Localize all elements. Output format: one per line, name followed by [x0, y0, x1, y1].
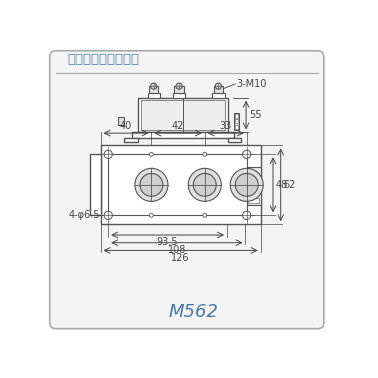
Circle shape	[140, 174, 163, 196]
Bar	[173, 93, 185, 98]
Circle shape	[193, 174, 216, 196]
Bar	[101, 146, 261, 224]
Bar	[212, 93, 225, 98]
Text: 模块外型图、安装图: 模块外型图、安装图	[67, 53, 139, 66]
Bar	[248, 198, 259, 203]
FancyBboxPatch shape	[50, 51, 324, 329]
Bar	[248, 175, 259, 180]
Bar	[141, 100, 225, 130]
Bar	[118, 117, 124, 125]
Bar	[90, 154, 101, 215]
Bar	[147, 93, 160, 98]
Text: 93.5: 93.5	[157, 237, 178, 247]
Text: 42: 42	[172, 121, 184, 131]
Bar	[234, 125, 239, 129]
Bar	[228, 138, 242, 142]
Circle shape	[243, 150, 251, 158]
Bar	[124, 138, 138, 142]
Text: 33: 33	[220, 121, 232, 131]
Text: 55: 55	[249, 110, 262, 120]
Circle shape	[149, 214, 153, 217]
Text: 3-M10: 3-M10	[236, 79, 266, 89]
Circle shape	[235, 174, 258, 196]
Text: 48: 48	[275, 180, 288, 190]
Circle shape	[230, 168, 263, 201]
Bar	[214, 86, 223, 93]
Text: 126: 126	[171, 253, 190, 263]
Circle shape	[150, 83, 157, 89]
Bar	[234, 119, 239, 123]
Bar	[247, 167, 261, 205]
Text: 40: 40	[120, 121, 132, 131]
Bar	[108, 154, 247, 215]
Circle shape	[215, 83, 222, 89]
Circle shape	[104, 150, 112, 158]
Text: 62: 62	[283, 180, 295, 190]
Circle shape	[176, 83, 182, 89]
Text: M562: M562	[169, 303, 219, 321]
Bar	[248, 190, 259, 195]
Bar	[234, 113, 239, 130]
Circle shape	[243, 211, 251, 220]
Bar	[175, 86, 184, 93]
Bar	[248, 182, 259, 187]
Circle shape	[188, 168, 221, 201]
Circle shape	[149, 152, 153, 156]
Circle shape	[203, 152, 207, 156]
Bar	[149, 86, 158, 93]
Bar	[138, 98, 228, 132]
Text: 4-φ6.5: 4-φ6.5	[68, 210, 100, 220]
Circle shape	[203, 214, 207, 217]
Text: 108: 108	[167, 245, 186, 255]
Bar	[132, 132, 234, 138]
Bar	[234, 114, 239, 118]
Circle shape	[104, 211, 112, 220]
Circle shape	[135, 168, 168, 201]
